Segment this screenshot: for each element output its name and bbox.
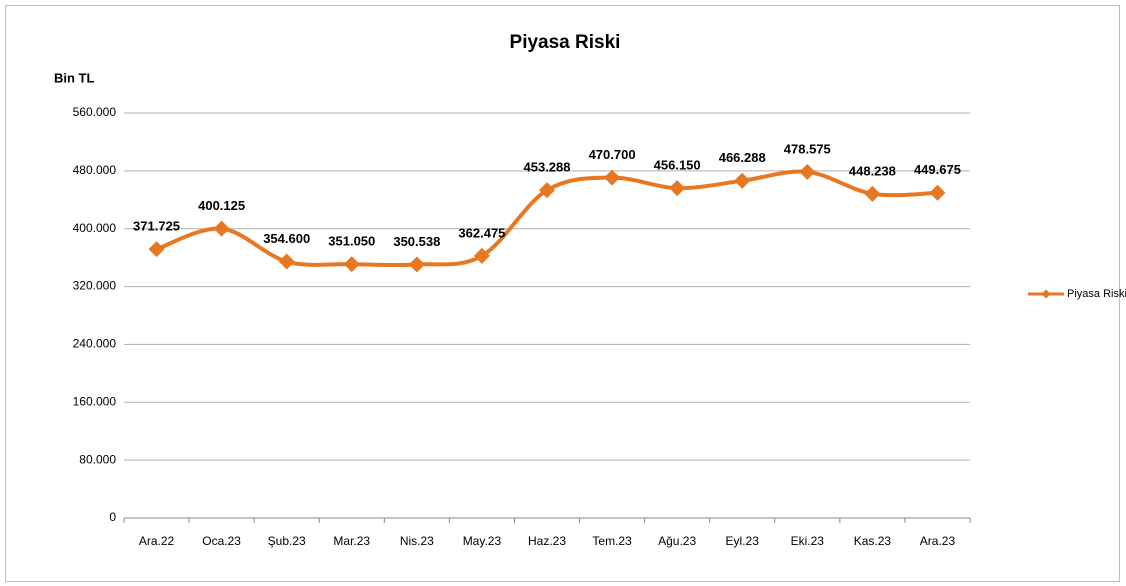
data-label: 453.288	[524, 160, 571, 175]
point-marker	[799, 163, 816, 180]
data-label: 466.288	[719, 150, 766, 165]
y-tick-label: 240.000	[73, 337, 117, 351]
data-label: 470.700	[589, 147, 636, 162]
y-tick-label: 480.000	[73, 163, 117, 177]
point-marker	[864, 185, 881, 202]
y-tick-label: 0	[109, 510, 116, 524]
data-label: 448.238	[849, 163, 896, 178]
point-marker	[408, 256, 425, 273]
x-tick-label: Mar.23	[333, 534, 370, 548]
x-tick-label: Eki.23	[791, 534, 825, 548]
y-tick-label: 320.000	[73, 279, 117, 293]
y-tick-label: 160.000	[73, 394, 117, 408]
point-marker	[148, 241, 165, 258]
point-marker	[604, 169, 621, 186]
x-tick-label: Oca.23	[202, 534, 241, 548]
point-marker	[213, 220, 230, 237]
point-marker	[734, 172, 751, 189]
y-tick-label: 400.000	[73, 221, 117, 235]
point-marker	[669, 180, 686, 197]
x-tick-label: Nis.23	[400, 534, 434, 548]
point-marker	[278, 253, 295, 270]
data-label: 400.125	[198, 198, 245, 213]
y-tick-label: 80.000	[79, 452, 116, 466]
y-axis-label: Bin TL	[54, 70, 94, 85]
x-tick-label: Kas.23	[854, 534, 892, 548]
point-marker	[539, 182, 555, 199]
data-label: 449.675	[914, 162, 961, 177]
y-tick-label: 560.000	[73, 105, 117, 119]
chart-border	[5, 5, 1120, 582]
x-tick-label: Ara.23	[920, 534, 956, 548]
point-marker	[473, 247, 490, 264]
x-tick-label: Şub.23	[268, 534, 306, 548]
data-label: 354.600	[263, 231, 310, 246]
x-tick-label: Haz.23	[528, 534, 566, 548]
point-marker	[343, 256, 360, 273]
x-tick-label: Ara.22	[139, 534, 175, 548]
point-marker	[929, 184, 946, 201]
data-label: 350.538	[393, 234, 440, 249]
x-tick-label: Ağu.23	[658, 534, 696, 548]
data-label: 478.575	[784, 141, 831, 156]
chart-title: Piyasa Riski	[510, 32, 621, 53]
data-label: 456.150	[654, 158, 701, 173]
data-label: 371.725	[133, 219, 180, 234]
legend-marker	[1041, 289, 1051, 299]
x-tick-label: Tem.23	[592, 534, 632, 548]
legend-label: Piyasa Riski	[1067, 288, 1126, 300]
data-label: 362.475	[458, 225, 505, 240]
data-label: 351.050	[328, 234, 375, 249]
x-tick-label: Eyl.23	[726, 534, 760, 548]
x-tick-label: May.23	[463, 534, 502, 548]
